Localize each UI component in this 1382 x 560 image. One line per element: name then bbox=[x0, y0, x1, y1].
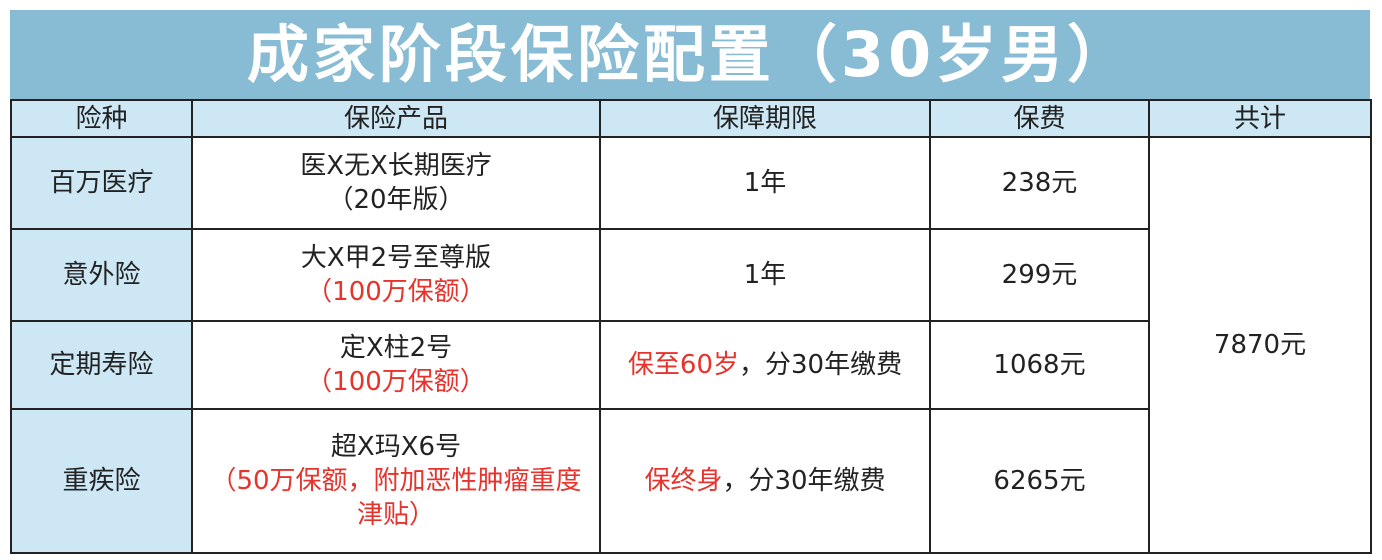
product-name: 超X玛X6号 bbox=[330, 432, 462, 462]
product-cell: 超X玛X6号 （50万保额，附加恶性肿瘤重度津贴） bbox=[191, 408, 601, 554]
term-text: 1年 bbox=[743, 260, 787, 290]
term-cell: 1年 bbox=[599, 228, 931, 322]
premium-cell: 238元 bbox=[929, 136, 1150, 230]
term-cell: 保至60岁，分30年缴费 bbox=[599, 320, 931, 410]
product-cell: 医X无X长期医疗 （20年版） bbox=[191, 136, 601, 230]
product-name: 定X柱2号 bbox=[339, 333, 453, 363]
table-row: 重疾险 超X玛X6号 （50万保额，附加恶性肿瘤重度津贴） 保终身，分30年缴费 … bbox=[10, 408, 1371, 554]
term-text: 1年 bbox=[743, 168, 787, 198]
term-text: ，分30年缴费 bbox=[739, 350, 903, 380]
term-cell: 1年 bbox=[599, 136, 931, 230]
table-header-row: 险种 保险产品 保障期限 保费 共计 bbox=[10, 99, 1372, 138]
table-row: 意外险 大X甲2号至尊版 （100万保额） 1年 299元 bbox=[10, 228, 1371, 322]
header-total: 共计 bbox=[1148, 99, 1372, 138]
product-note: （100万保额） bbox=[306, 277, 486, 307]
premium-cell: 6265元 bbox=[929, 408, 1150, 554]
product-name: 医X无X长期医疗 bbox=[300, 151, 492, 181]
insurance-table: 险种 保险产品 保障期限 保费 共计 百万医疗 医X无X长期医疗 （20年版） 1… bbox=[10, 99, 1372, 554]
term-text: ，分30年缴费 bbox=[722, 466, 886, 496]
type-cell: 意外险 bbox=[10, 228, 193, 322]
header-product: 保险产品 bbox=[191, 99, 601, 138]
product-name: 大X甲2号至尊版 bbox=[300, 243, 492, 273]
product-note: （50万保额，附加恶性肿瘤重度津贴） bbox=[210, 466, 582, 530]
product-note: （20年版） bbox=[327, 185, 465, 215]
term-highlight: 保至60岁 bbox=[627, 350, 739, 380]
product-cell: 定X柱2号 （100万保额） bbox=[191, 320, 601, 410]
header-type: 险种 bbox=[10, 99, 193, 138]
total-cell: 7870元 bbox=[1148, 136, 1372, 554]
page-title: 成家阶段保险配置（30岁男） bbox=[10, 10, 1370, 100]
product-note: （100万保额） bbox=[306, 367, 486, 397]
premium-cell: 1068元 bbox=[929, 320, 1150, 410]
type-cell: 定期寿险 bbox=[10, 320, 193, 410]
table-row: 百万医疗 医X无X长期医疗 （20年版） 1年 238元 7870元 bbox=[10, 136, 1372, 554]
header-term: 保障期限 bbox=[599, 99, 931, 138]
type-cell: 百万医疗 bbox=[10, 136, 193, 230]
table-row: 定期寿险 定X柱2号 （100万保额） 保至60岁，分30年缴费 1068元 bbox=[10, 320, 1371, 410]
term-highlight: 保终身 bbox=[644, 466, 723, 496]
product-cell: 大X甲2号至尊版 （100万保额） bbox=[191, 228, 601, 322]
header-premium: 保费 bbox=[929, 99, 1150, 138]
term-cell: 保终身，分30年缴费 bbox=[599, 408, 931, 554]
premium-cell: 299元 bbox=[929, 228, 1150, 322]
type-cell: 重疾险 bbox=[10, 408, 193, 554]
